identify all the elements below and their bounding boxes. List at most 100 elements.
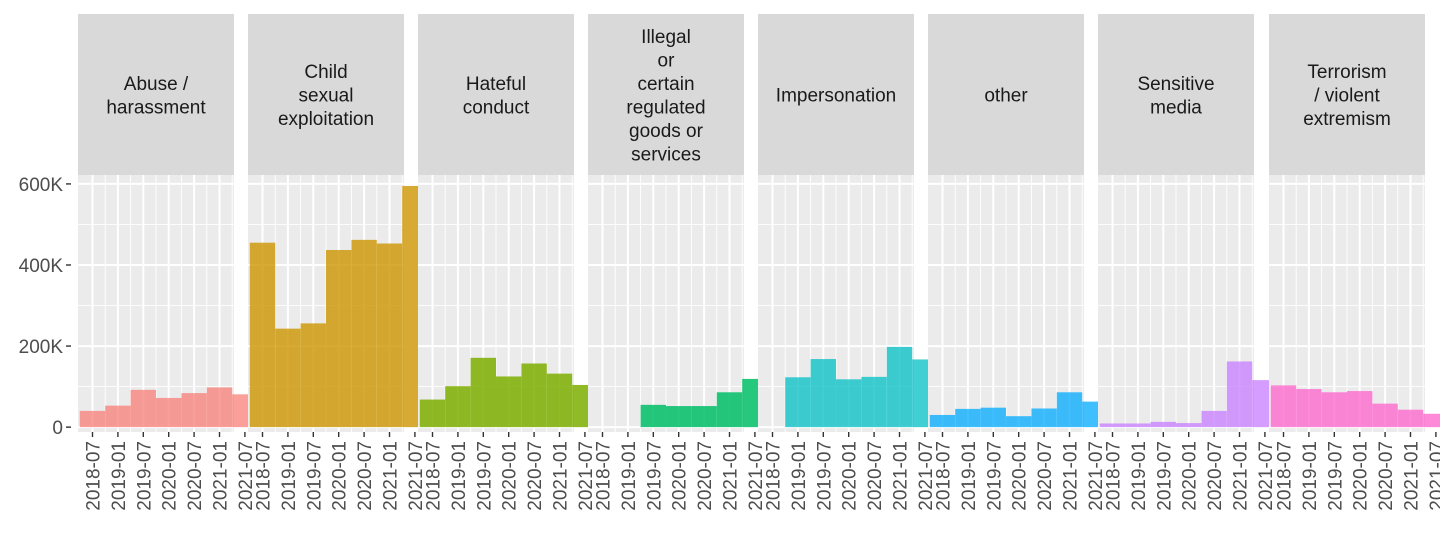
bar	[1226, 361, 1253, 428]
x-tick-label: 2021-01	[381, 441, 402, 511]
bar	[691, 406, 717, 428]
x-tick-label: 2019-01	[1300, 441, 1321, 511]
facet-strip	[78, 14, 234, 175]
bar	[1031, 408, 1057, 428]
x-tick-label: 2021-01	[1231, 441, 1252, 511]
facet-strip	[1098, 14, 1254, 175]
x-tick-label: 2020-07	[525, 441, 546, 511]
x-tick-label: 2019-07	[984, 441, 1005, 511]
bar	[521, 363, 547, 428]
bar	[300, 323, 326, 428]
x-tick-label: 2021-01	[1061, 441, 1082, 511]
x-tick-label: 2020-01	[1351, 441, 1372, 511]
bar	[861, 376, 887, 428]
bar	[1056, 392, 1083, 428]
x-tick-label: 2020-01	[500, 441, 521, 511]
x-tick-label: 2020-01	[160, 441, 181, 511]
x-tick-label: 2019-01	[279, 441, 300, 511]
bar	[1321, 392, 1347, 428]
x-tick-label: 2021-01	[721, 441, 742, 511]
bar	[785, 377, 811, 428]
bar	[351, 239, 377, 428]
facet-strip-label: Abuse / harassment	[106, 74, 206, 119]
x-tick-label: 2021-01	[551, 441, 572, 511]
bar	[105, 405, 131, 428]
bar	[470, 357, 496, 428]
bar	[546, 373, 573, 428]
facet-strip-label: Impersonation	[776, 86, 896, 107]
x-tick-label: 2018-07	[424, 441, 445, 511]
bar	[1125, 423, 1151, 428]
bar	[206, 387, 233, 428]
facet-strip-label: Sensitive media	[1137, 74, 1214, 119]
x-tick-label: 2020-01	[1010, 441, 1031, 511]
x-tick-label: 2019-01	[109, 441, 130, 511]
y-tick-label: 400K	[19, 256, 64, 277]
bar	[1006, 416, 1032, 428]
bar	[716, 392, 743, 428]
bar	[810, 359, 836, 428]
x-tick-label: 2019-07	[304, 441, 325, 511]
x-tick-label: 2021-01	[891, 441, 912, 511]
x-tick-label: 2020-07	[865, 441, 886, 511]
x-tick-label: 2019-07	[134, 441, 155, 511]
x-tick-label: 2019-01	[959, 441, 980, 511]
bar	[666, 406, 692, 428]
facet-strip	[1269, 14, 1425, 175]
bar	[445, 386, 471, 428]
bar	[419, 399, 446, 428]
x-tick-label: 2018-07	[1275, 441, 1296, 511]
bar	[376, 243, 403, 428]
x-tick-label: 2019-07	[1154, 441, 1175, 511]
bar	[496, 376, 522, 428]
x-tick-label: 2021-07	[746, 441, 767, 511]
facet-strip-label: Illegal or certain regulated goods or service…	[626, 27, 705, 166]
x-tick-label: 2019-01	[619, 441, 640, 511]
bar	[1372, 403, 1398, 428]
bar	[1099, 423, 1126, 428]
facet-panel: Child sexual exploitation 2018-07 2019-01 201…	[248, 14, 428, 511]
facet-strip	[588, 14, 744, 175]
x-tick-label: 2020-01	[670, 441, 691, 511]
x-tick-label: 2019-01	[789, 441, 810, 511]
bar	[1176, 423, 1202, 428]
x-tick-label: 2020-01	[330, 441, 351, 511]
x-tick-label: 2020-07	[1035, 441, 1056, 511]
x-tick-label: 2020-07	[1205, 441, 1226, 511]
x-tick-label: 2021-01	[211, 441, 232, 511]
x-tick-label: 2020-07	[695, 441, 716, 511]
facet-strip	[758, 14, 914, 175]
bar	[79, 410, 106, 428]
facet-panel: Sensitive media 2018-07 2019-01 2019-07 2020-…	[1098, 14, 1278, 511]
x-tick-label: 2020-07	[355, 441, 376, 511]
bar	[275, 328, 301, 428]
facet-strip	[928, 14, 1084, 175]
bar	[1150, 421, 1176, 428]
bar	[130, 389, 156, 428]
x-tick-label: 2019-07	[474, 441, 495, 511]
x-tick-label: 2020-01	[840, 441, 861, 511]
x-tick-label: 2018-07	[254, 441, 275, 511]
x-tick-label: 2018-07	[1104, 441, 1125, 511]
x-tick-label: 2021-07	[1086, 441, 1107, 511]
x-tick-label: 2021-07	[1427, 441, 1440, 511]
facet-strip-label: other	[984, 86, 1028, 107]
y-axis: 0 200K 400K 600K	[19, 175, 71, 439]
bar	[1201, 410, 1227, 428]
facet-strip-label: Child sexual exploitation	[278, 62, 374, 130]
x-tick-label: 2021-07	[236, 441, 257, 511]
bar	[156, 397, 182, 428]
x-tick-label: 2019-07	[644, 441, 665, 511]
facet-panel: other 2018-07 2019-01 2019-07 2020-01 2020-07…	[928, 14, 1108, 511]
x-tick-label: 2018-07	[594, 441, 615, 511]
x-tick-label: 2020-07	[1376, 441, 1397, 511]
y-tick-label: 0	[52, 418, 63, 439]
x-tick-label: 2019-07	[1325, 441, 1346, 511]
x-tick-label: 2019-01	[1129, 441, 1150, 511]
bar	[929, 414, 956, 428]
bar	[1423, 413, 1440, 428]
